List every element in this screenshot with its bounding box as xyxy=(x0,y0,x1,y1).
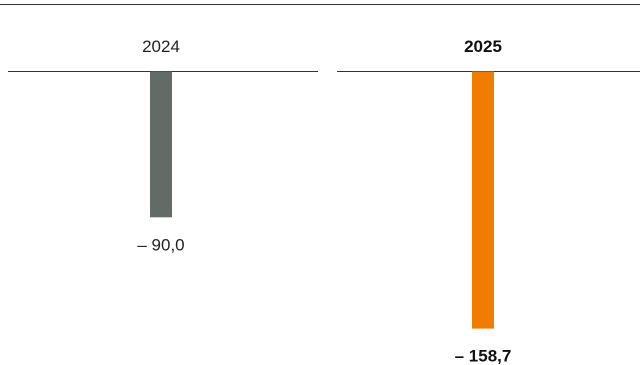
value-label-2024: – 90,0 xyxy=(137,235,184,254)
bar-2025 xyxy=(472,71,494,329)
bar-2024 xyxy=(150,71,172,218)
category-label-2025: 2025 xyxy=(464,37,502,56)
category-label-2024: 2024 xyxy=(142,37,180,56)
value-label-2025: – 158,7 xyxy=(455,347,512,365)
chart-panels: 2024 – 90,0 2025 – 158,7 xyxy=(8,37,640,365)
